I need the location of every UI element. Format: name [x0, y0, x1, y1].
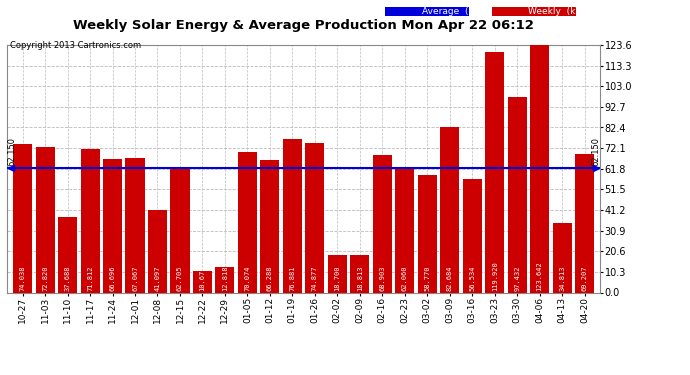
Text: 18.700: 18.700 [335, 266, 340, 291]
Text: 119.920: 119.920 [492, 262, 497, 291]
Text: 62.150: 62.150 [7, 137, 16, 166]
Bar [485, 53, 504, 292]
Text: 37.688: 37.688 [65, 266, 70, 291]
Bar [81, 149, 99, 292]
Bar [193, 271, 212, 292]
Bar [508, 98, 526, 292]
Legend: Average  (kWh), Weekly  (kWh): Average (kWh), Weekly (kWh) [384, 5, 595, 18]
Text: 41.097: 41.097 [155, 266, 161, 291]
Text: 58.770: 58.770 [424, 266, 431, 291]
Text: 66.696: 66.696 [110, 266, 115, 291]
Bar [395, 168, 414, 292]
Bar [215, 267, 235, 292]
Bar [58, 217, 77, 292]
Bar [103, 159, 122, 292]
Text: 74.877: 74.877 [312, 266, 318, 291]
Bar [328, 255, 347, 292]
Bar [530, 45, 549, 292]
Text: 74.038: 74.038 [19, 266, 26, 291]
Text: Weekly Solar Energy & Average Production Mon Apr 22 06:12: Weekly Solar Energy & Average Production… [73, 19, 534, 32]
Text: 18.813: 18.813 [357, 266, 363, 291]
Text: Copyright 2013 Cartronics.com: Copyright 2013 Cartronics.com [10, 41, 141, 50]
Text: 62.705: 62.705 [177, 266, 183, 291]
Bar [170, 167, 190, 292]
Bar [351, 255, 369, 292]
Text: 123.642: 123.642 [537, 262, 542, 291]
Bar [148, 210, 167, 292]
Text: 82.684: 82.684 [446, 266, 453, 291]
Bar [417, 175, 437, 292]
Bar [575, 154, 594, 292]
Bar [373, 154, 392, 292]
Text: 62.150: 62.150 [591, 137, 600, 166]
Text: 72.820: 72.820 [42, 266, 48, 291]
Text: 62.060: 62.060 [402, 266, 408, 291]
Bar [283, 138, 302, 292]
Text: 12.818: 12.818 [222, 266, 228, 291]
Text: 76.881: 76.881 [289, 266, 295, 291]
Bar [13, 144, 32, 292]
Text: 97.432: 97.432 [514, 266, 520, 291]
Bar [238, 152, 257, 292]
Text: 10.671: 10.671 [199, 266, 206, 291]
Text: 70.074: 70.074 [244, 266, 250, 291]
Bar [36, 147, 55, 292]
Bar [260, 160, 279, 292]
Text: 34.813: 34.813 [559, 266, 565, 291]
Bar [440, 127, 460, 292]
Bar [126, 158, 145, 292]
Text: 56.534: 56.534 [469, 266, 475, 291]
Bar [462, 179, 482, 292]
Bar [305, 142, 324, 292]
Text: 68.903: 68.903 [380, 266, 385, 291]
Bar [553, 223, 571, 292]
Text: 66.288: 66.288 [267, 266, 273, 291]
Text: 71.812: 71.812 [87, 266, 93, 291]
Text: 67.067: 67.067 [132, 266, 138, 291]
Text: 69.207: 69.207 [582, 266, 588, 291]
